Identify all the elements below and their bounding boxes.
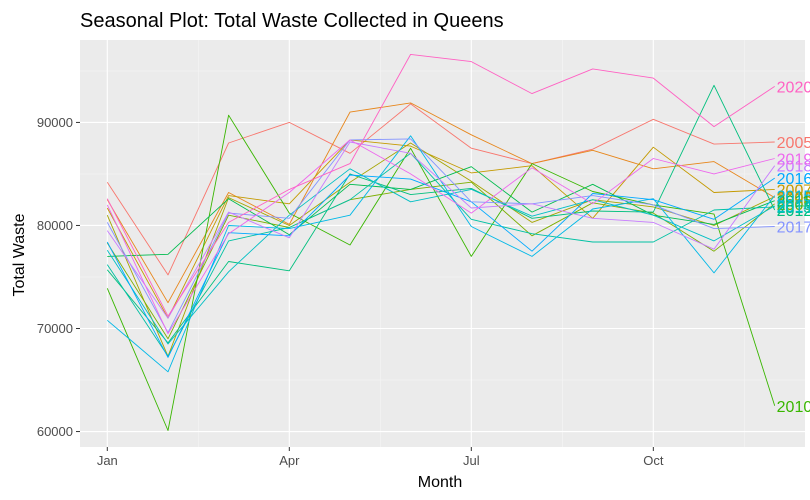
series-line-2007 [106, 139, 775, 319]
series-label-2020: 2020 [777, 79, 810, 96]
x-tick-label-1: Apr [279, 453, 300, 468]
series-label-2015: 2015 [777, 189, 810, 206]
y-axis-title: Total Waste [11, 213, 28, 296]
y-tick-label-3: 90000 [37, 115, 73, 130]
series-label-2010: 2010 [777, 399, 810, 416]
series-label-2009: 2009 [777, 197, 810, 214]
series-line-2013 [106, 152, 775, 357]
series-line-2011 [107, 166, 775, 257]
y-tick-label-1: 70000 [37, 321, 73, 336]
series-line-2019 [106, 139, 775, 335]
series-line-2016 [106, 174, 775, 358]
x-tick-label-3: Oct [643, 453, 664, 468]
y-axis: 60000 70000 80000 90000 [37, 115, 80, 439]
series-label-2014: 2014 [777, 199, 810, 216]
series-label-2018: 2018 [777, 159, 810, 176]
series-line-2006 [106, 102, 775, 304]
series-label-2007: 2007 [777, 182, 810, 199]
y-tick-label-0: 60000 [37, 424, 73, 439]
series-line-2014 [106, 168, 775, 345]
series-label-2016: 2016 [777, 171, 810, 188]
series-label-2012: 2012 [777, 203, 810, 220]
x-tick-label-0: Jan [97, 453, 118, 468]
series-lines [106, 53, 776, 431]
series-line-2008 [106, 142, 775, 357]
series-label-2006: 2006 [777, 191, 810, 208]
plot-panel [80, 40, 805, 447]
series-label-2011: 2011 [777, 194, 810, 211]
series-label-2013: 2013 [777, 200, 810, 217]
series-label-2005: 2005 [777, 135, 810, 152]
series-label-2008: 2008 [777, 190, 810, 207]
series-label-2017: 2017 [777, 219, 810, 236]
series-line-2012 [106, 84, 776, 344]
x-tick-label-2: Jul [463, 453, 480, 468]
series-line-2020 [106, 53, 775, 317]
series-line-2005 [106, 103, 775, 276]
chart-title: Seasonal Plot: Total Waste Collected in … [80, 10, 504, 32]
y-tick-label-2: 80000 [37, 218, 73, 233]
series-line-2017 [106, 138, 775, 334]
x-axis-title: Month [418, 474, 462, 491]
series-line-2010 [106, 114, 776, 431]
series-line-2018 [106, 141, 776, 319]
series-label-2019: 2019 [777, 151, 810, 168]
x-axis: Jan Apr Jul Oct [97, 447, 664, 468]
